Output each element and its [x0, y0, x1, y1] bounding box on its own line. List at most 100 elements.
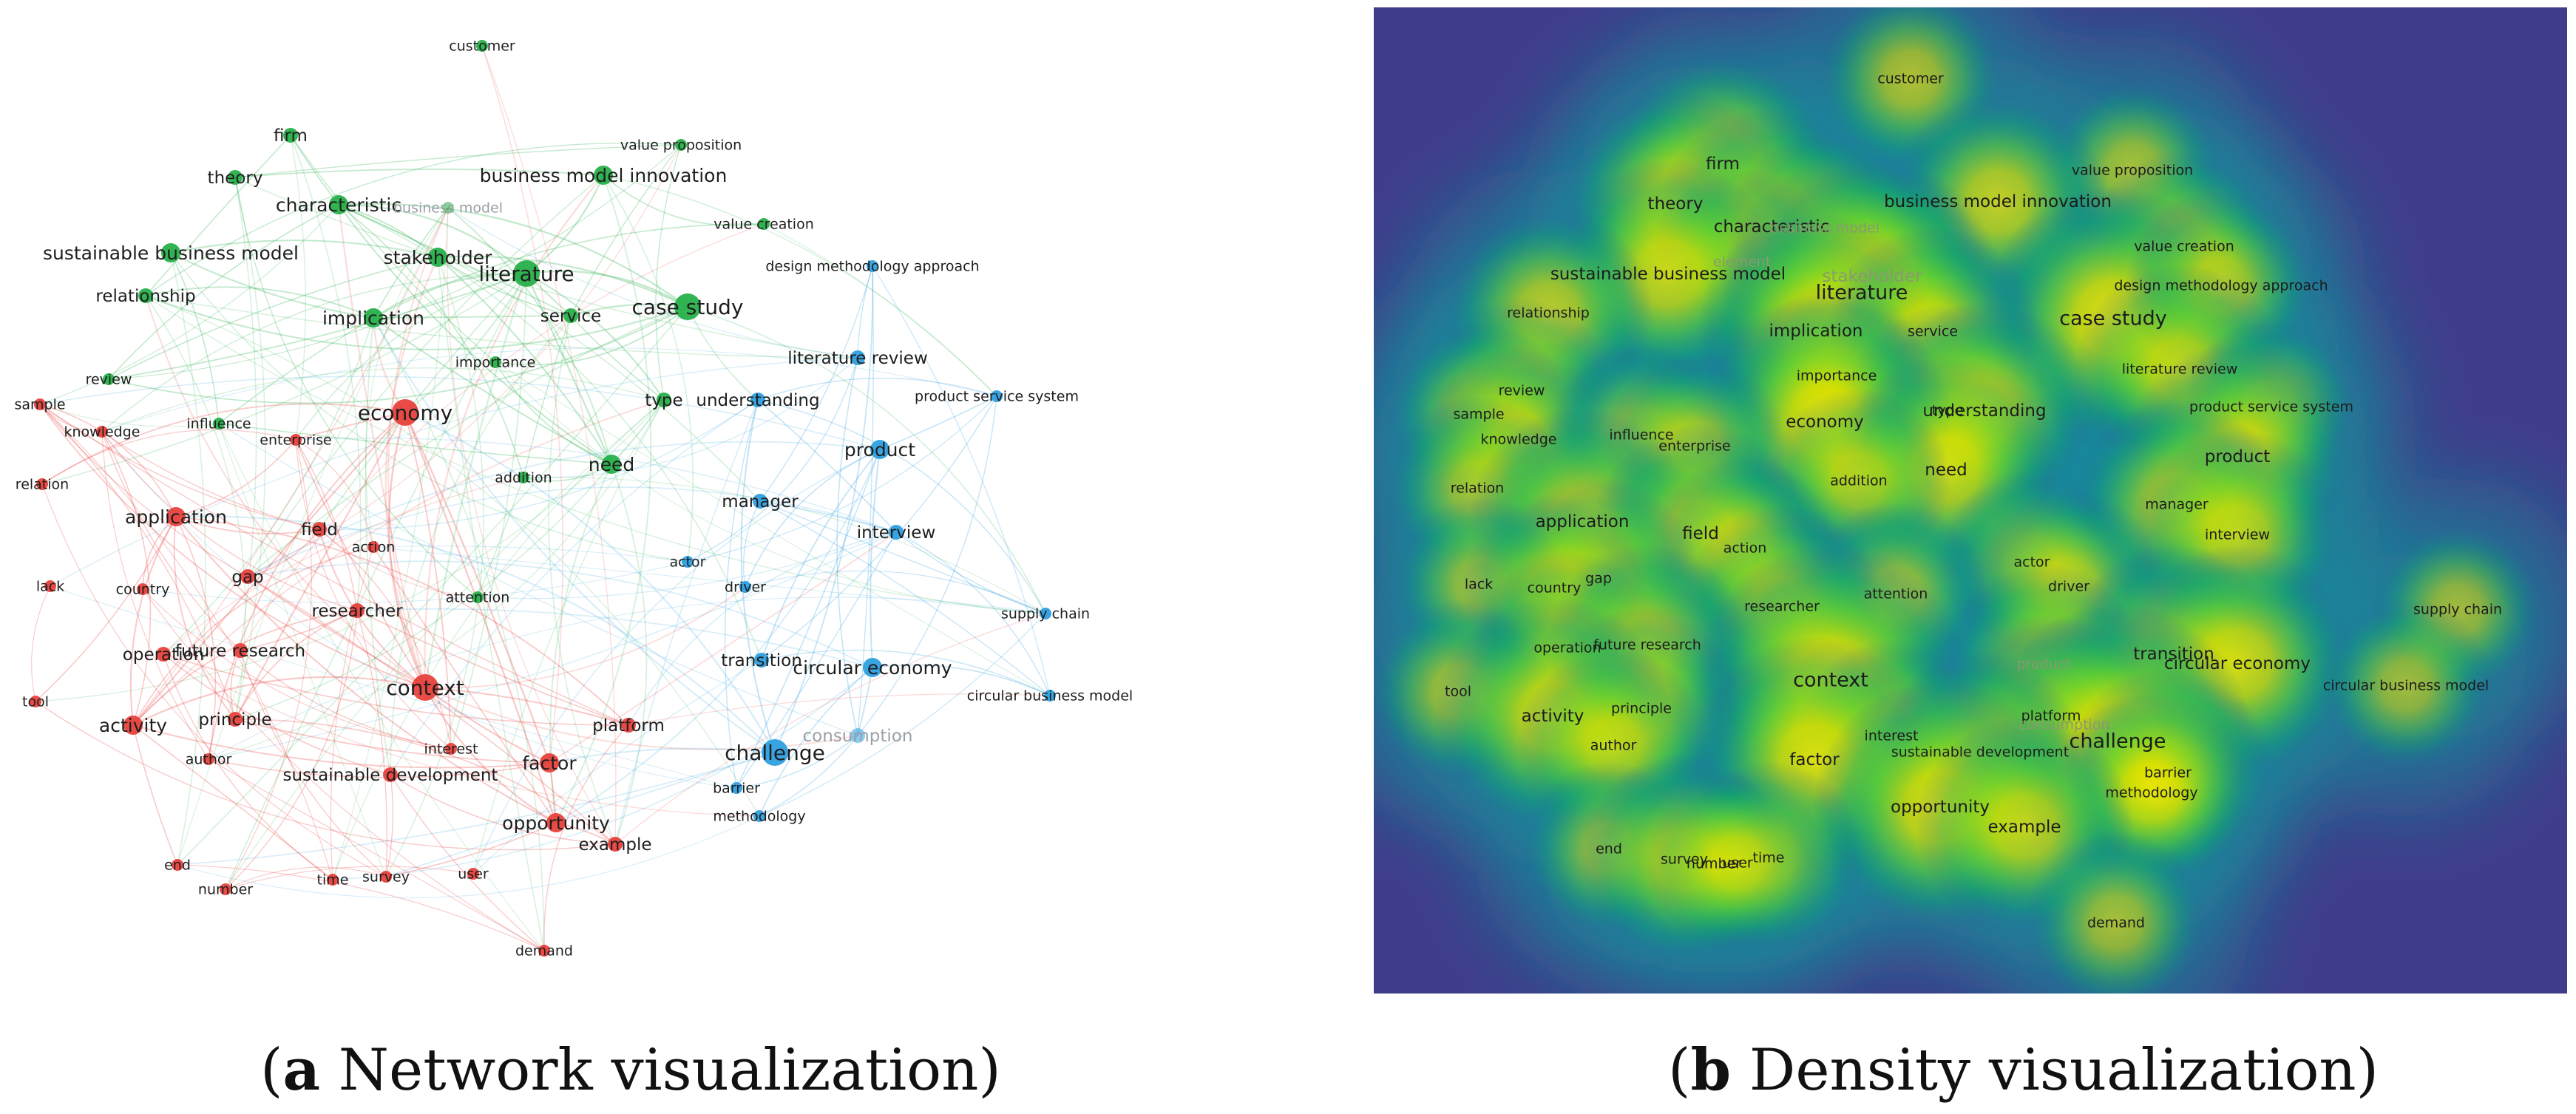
network-link [526, 270, 688, 308]
network-link [145, 135, 291, 296]
network-label-future-research: future research [175, 642, 305, 661]
network-link [390, 399, 759, 775]
network-link [356, 610, 629, 726]
network-label-demand: demand [515, 943, 573, 960]
network-node-literature [513, 260, 540, 287]
network-label-sample: sample [14, 397, 65, 413]
network-link [295, 439, 358, 611]
network-label-context: context [386, 676, 464, 700]
density-label-product-service-system: product service system [2189, 399, 2353, 415]
network-label-understanding: understanding [696, 391, 819, 410]
density-label-application: application [1536, 512, 1630, 531]
density-label-firm: firm [1706, 154, 1740, 174]
network-link [234, 169, 604, 178]
network-label-service: service [540, 307, 601, 326]
network-link [290, 135, 362, 611]
network-node-service [563, 308, 578, 323]
network-link [39, 404, 177, 517]
network-link [687, 395, 997, 563]
network-link [338, 203, 688, 308]
network-link [549, 747, 776, 764]
network-node-type [657, 393, 671, 407]
caption-text: Density visualization [1730, 1037, 2356, 1104]
density-label-design-methodology-approach: design methodology approach [2114, 278, 2328, 294]
network-link [759, 265, 873, 502]
network-node-end [172, 859, 183, 871]
network-link [132, 412, 406, 726]
network-link [526, 273, 665, 401]
network-link [373, 223, 765, 319]
network-label-author: author [186, 752, 232, 768]
network-link [759, 667, 873, 817]
density-label-service: service [1908, 324, 1958, 340]
network-link [724, 399, 759, 789]
network-link [495, 361, 612, 465]
network-link [218, 423, 545, 951]
network-label-interest: interest [424, 741, 478, 758]
network-link [175, 516, 629, 726]
network-link [373, 317, 612, 465]
network-link [142, 588, 452, 750]
network-link [175, 515, 776, 753]
network-link [338, 204, 524, 478]
network-link [101, 431, 241, 651]
network-node-relationship [138, 288, 153, 303]
network-label-methodology: methodology [713, 809, 805, 825]
network-link [319, 529, 478, 598]
network-node-knowledge [96, 426, 108, 438]
network-node-sustainable-business-model [161, 243, 180, 262]
network-label-firm: firm [274, 126, 308, 146]
network-label-business-model-innovation: business model innovation [480, 165, 728, 186]
network-label-factor: factor [522, 753, 577, 774]
network-link [234, 412, 406, 720]
density-label-country: country [1528, 580, 1582, 597]
network-link [208, 758, 545, 951]
network-link [759, 500, 897, 533]
network-link [332, 399, 665, 880]
density-label-user: user [1722, 855, 1753, 872]
network-link [687, 306, 1046, 614]
network-link [108, 204, 339, 380]
density-label-need: need [1925, 461, 1967, 480]
network-node-factor [540, 753, 559, 772]
network-link [218, 423, 858, 736]
network-label-literature: literature [478, 262, 574, 286]
network-nodes [30, 40, 1056, 957]
network-link [108, 257, 438, 380]
network-link [404, 412, 551, 764]
network-link [373, 546, 1046, 614]
network-node-activity [123, 716, 143, 735]
network-link [836, 357, 858, 736]
density-label-circular-business-model: circular business model [2323, 678, 2489, 694]
network-node-actor [682, 556, 694, 568]
network-link [857, 265, 873, 359]
network-node-driver [739, 581, 751, 593]
network-link [338, 204, 761, 502]
network-link [39, 404, 248, 577]
network-link [145, 295, 426, 688]
density-label-actor: actor [2014, 554, 2050, 571]
network-link [290, 135, 306, 441]
network-node-author [203, 753, 214, 765]
density-map: customer firm value proposition theory busin… [1323, 0, 2576, 1057]
network-link [101, 431, 320, 530]
density-label-methodology: methodology [2105, 785, 2197, 801]
network-link [477, 531, 897, 600]
network-link [365, 317, 391, 775]
density-label-case-study: case study [2059, 307, 2167, 330]
network-node-stakeholder [428, 248, 447, 267]
network-link [170, 252, 374, 319]
network-link [295, 439, 452, 750]
network-link [39, 404, 320, 530]
network-link [424, 586, 746, 689]
network-link [234, 144, 682, 178]
network-link [208, 412, 406, 760]
network-link [736, 449, 881, 789]
density-label-activity: activity [1522, 707, 1584, 726]
density-label-gap: gap [1585, 571, 1612, 587]
network-node-sample [34, 398, 46, 410]
network-link [857, 265, 874, 736]
network-node-lack [44, 580, 56, 592]
network-link [757, 399, 897, 533]
network-link [759, 613, 1046, 817]
